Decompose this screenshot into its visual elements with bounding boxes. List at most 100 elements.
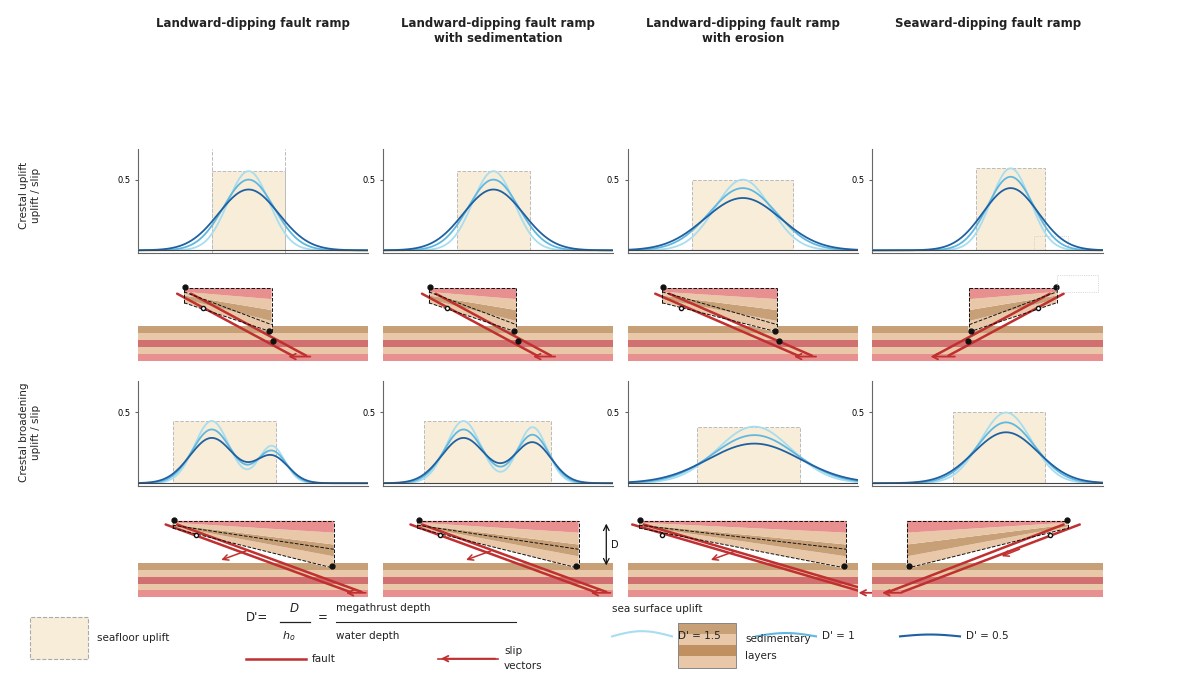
Bar xyxy=(425,421,551,483)
Polygon shape xyxy=(428,296,516,321)
Bar xyxy=(872,354,1103,361)
Polygon shape xyxy=(907,521,1068,568)
Bar xyxy=(872,327,1103,333)
Polygon shape xyxy=(970,299,1057,332)
Polygon shape xyxy=(662,288,778,299)
Polygon shape xyxy=(640,524,846,556)
Bar xyxy=(872,347,1103,354)
Polygon shape xyxy=(662,288,778,332)
Polygon shape xyxy=(662,299,778,332)
Polygon shape xyxy=(907,524,1068,556)
Polygon shape xyxy=(662,296,778,321)
Text: seafloor uplift: seafloor uplift xyxy=(97,633,169,643)
Bar xyxy=(383,354,613,361)
Bar xyxy=(1033,236,1068,250)
Polygon shape xyxy=(428,288,516,332)
Text: vectors: vectors xyxy=(504,661,542,671)
Polygon shape xyxy=(184,288,271,299)
Bar xyxy=(138,340,368,347)
Bar xyxy=(678,623,736,634)
Bar xyxy=(383,347,613,354)
Bar xyxy=(138,563,368,570)
Bar xyxy=(383,340,613,347)
Text: D: D xyxy=(611,539,618,549)
Bar xyxy=(678,656,736,668)
Polygon shape xyxy=(640,522,846,545)
Text: D' = 1.5: D' = 1.5 xyxy=(678,631,721,641)
Bar xyxy=(628,570,858,576)
Bar xyxy=(872,563,1103,570)
Text: Seaward-dipping fault ramp: Seaward-dipping fault ramp xyxy=(894,17,1081,30)
Text: D' = 0.5: D' = 0.5 xyxy=(966,631,1009,641)
Bar xyxy=(628,333,858,340)
Polygon shape xyxy=(418,521,578,533)
Bar xyxy=(628,576,858,583)
Bar xyxy=(678,634,736,645)
Polygon shape xyxy=(173,526,334,568)
Text: Landward-dipping fault ramp
with erosion: Landward-dipping fault ramp with erosion xyxy=(646,17,840,45)
Bar xyxy=(872,333,1103,340)
Polygon shape xyxy=(428,288,516,299)
Bar xyxy=(872,576,1103,583)
Bar xyxy=(697,427,800,483)
Bar xyxy=(628,583,858,591)
Bar xyxy=(872,340,1103,347)
Text: D: D xyxy=(289,601,299,615)
Polygon shape xyxy=(184,288,271,332)
Bar xyxy=(1057,275,1098,292)
Polygon shape xyxy=(173,522,334,545)
Polygon shape xyxy=(640,521,846,568)
Polygon shape xyxy=(970,288,1057,332)
Bar xyxy=(692,180,793,250)
Polygon shape xyxy=(418,524,578,556)
Polygon shape xyxy=(418,521,578,568)
Text: D'=: D'= xyxy=(246,611,269,624)
Bar xyxy=(138,576,368,583)
Polygon shape xyxy=(184,292,271,310)
Bar xyxy=(138,327,368,333)
Text: Crestal uplift
uplift / slip: Crestal uplift uplift / slip xyxy=(19,162,41,230)
Text: D' = 1: D' = 1 xyxy=(822,631,854,641)
Polygon shape xyxy=(970,292,1057,310)
Polygon shape xyxy=(428,299,516,332)
Text: water depth: water depth xyxy=(336,631,400,641)
Text: =: = xyxy=(318,611,328,624)
Bar xyxy=(872,583,1103,591)
Bar xyxy=(383,333,613,340)
Polygon shape xyxy=(418,526,578,568)
Bar xyxy=(138,570,368,576)
Polygon shape xyxy=(173,524,334,556)
Bar xyxy=(138,333,368,340)
Bar xyxy=(383,583,613,591)
Bar xyxy=(383,563,613,570)
Bar xyxy=(383,327,613,333)
Bar xyxy=(678,623,736,668)
Bar xyxy=(138,347,368,354)
Polygon shape xyxy=(640,526,846,568)
Bar xyxy=(30,617,88,659)
Bar xyxy=(872,591,1103,597)
Polygon shape xyxy=(428,292,516,310)
Bar xyxy=(456,171,530,250)
Bar xyxy=(976,168,1045,250)
Bar xyxy=(953,412,1045,483)
Polygon shape xyxy=(907,521,1068,533)
Polygon shape xyxy=(907,522,1068,545)
Bar xyxy=(628,347,858,354)
Text: slip: slip xyxy=(504,646,522,656)
Polygon shape xyxy=(184,299,271,332)
Text: Crestal broadening
uplift / slip: Crestal broadening uplift / slip xyxy=(19,382,41,482)
Text: $h_o$: $h_o$ xyxy=(282,630,296,643)
Bar xyxy=(872,570,1103,576)
Bar xyxy=(628,327,858,333)
Bar xyxy=(138,354,368,361)
Bar xyxy=(383,591,613,597)
Bar xyxy=(383,570,613,576)
Polygon shape xyxy=(418,522,578,545)
Polygon shape xyxy=(640,521,846,533)
Polygon shape xyxy=(970,288,1057,299)
Text: fault: fault xyxy=(312,653,336,664)
Polygon shape xyxy=(173,521,334,568)
Text: sea surface uplift: sea surface uplift xyxy=(612,605,702,614)
Polygon shape xyxy=(970,296,1057,321)
